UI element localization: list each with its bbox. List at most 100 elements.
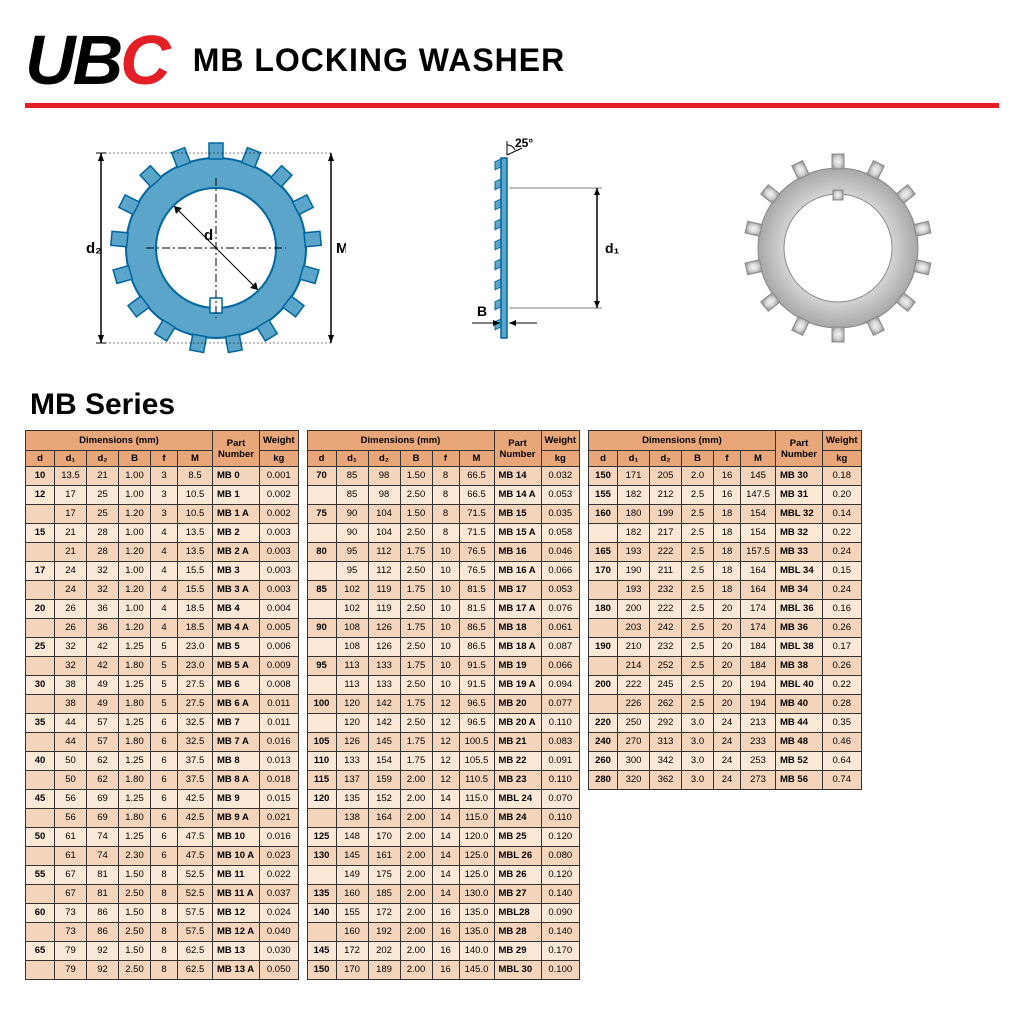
table-row: 951122.501076.5MB 16 A0.066 (307, 562, 580, 581)
table-row: 1601801992.518154MBL 320.14 (589, 505, 862, 524)
svg-text:25°: 25° (515, 136, 533, 150)
table-row: 2532421.25523.0MB 50.006 (26, 638, 299, 657)
col-d: d (26, 451, 55, 467)
table-row: 24321.20415.5MB 3 A0.003 (26, 581, 299, 600)
table-row: 1932322.518164MB 340.24 (589, 581, 862, 600)
table-row: 2402703133.024233MB 480.46 (589, 733, 862, 752)
table-row: 1551822122.516147.5MB 310.20 (589, 486, 862, 505)
table-row: 17251.20310.5MB 1 A0.002 (26, 505, 299, 524)
spec-table-3: Dimensions (mm) PartNumber Weight d d₁ d… (588, 430, 862, 790)
spec-table-1: Dimensions (mm) PartNumber Weight d d₁ d… (25, 430, 299, 980)
table-row: 73862.50857.5MB 12 A0.040 (26, 923, 299, 942)
col-dimensions: Dimensions (mm) (589, 431, 776, 451)
table-row: 50621.80637.5MB 8 A0.018 (26, 771, 299, 790)
table-row: 1491752.0014125.0MB 260.120 (307, 866, 580, 885)
washer-photo (738, 148, 938, 348)
col-weight: Weight (541, 431, 580, 451)
table-row: 1822172.518154MB 320.22 (589, 524, 862, 543)
table-row: 1131332.501091.5MB 19 A0.094 (307, 676, 580, 695)
svg-text:B: B (477, 303, 487, 319)
table-row: 4050621.25637.5MB 80.013 (26, 752, 299, 771)
table-row: 1101331541.7512105.5MB 220.091 (307, 752, 580, 771)
table-row: 1201422.501296.5MB 20 A0.110 (307, 714, 580, 733)
col-kg: kg (260, 451, 299, 467)
col-weight: Weight (823, 431, 862, 451)
table-row: 1021192.501081.5MB 17 A0.076 (307, 600, 580, 619)
svg-text:d: d (204, 227, 213, 244)
col-B: B (119, 451, 151, 467)
table-row: 75901041.50871.5MB 150.035 (307, 505, 580, 524)
table-row: 6579921.50862.5MB 130.030 (26, 942, 299, 961)
table-row: 3544571.25632.5MB 70.011 (26, 714, 299, 733)
table-row: 80951121.751076.5MB 160.046 (307, 543, 580, 562)
table-row: 21281.20413.5MB 2 A0.003 (26, 543, 299, 562)
table-row: 1401551722.0016135.0MBL280.090 (307, 904, 580, 923)
table-row: 85982.50866.5MB 14 A0.053 (307, 486, 580, 505)
col-d: d (589, 451, 618, 467)
table-row: 4556691.25642.5MB 90.015 (26, 790, 299, 809)
table-row: 1802002222.520174MBL 360.16 (589, 600, 862, 619)
table-row: 851021191.751081.5MB 170.053 (307, 581, 580, 600)
svg-text:M: M (336, 240, 346, 257)
table-row: 2202502923.024213MB 440.35 (589, 714, 862, 733)
col-dimensions: Dimensions (mm) (307, 431, 494, 451)
col-d1: d₁ (618, 451, 650, 467)
table-row: 2002222452.520194MBL 400.22 (589, 676, 862, 695)
red-divider (25, 103, 999, 108)
col-B: B (400, 451, 432, 467)
page-title: MB LOCKING WASHER (193, 42, 999, 79)
col-M: M (741, 451, 776, 467)
table-row: 1051261451.7512100.5MB 210.083 (307, 733, 580, 752)
spec-table-2: Dimensions (mm) PartNumber Weight d d₁ d… (307, 430, 581, 980)
table-row: 26361.20418.5MB 4 A0.005 (26, 619, 299, 638)
ubc-logo: UBC (25, 20, 168, 100)
table-row: 1902102322.520184MBL 380.17 (589, 638, 862, 657)
col-B: B (682, 451, 714, 467)
table-row: 1251481702.0014120.0MB 250.120 (307, 828, 580, 847)
side-view-diagram: 25° B d₁ (447, 133, 637, 363)
table-row: 1351601852.0014130.0MB 270.140 (307, 885, 580, 904)
diagram-row: d₂ M d 25° B d₁ (35, 133, 989, 363)
table-row: 1081262.501086.5MB 18 A0.087 (307, 638, 580, 657)
table-row: 1217251.00310.5MB 10.002 (26, 486, 299, 505)
table-row: 1201351522.0014115.0MBL 240.070 (307, 790, 580, 809)
table-row: 1001201421.751296.5MB 200.077 (307, 695, 580, 714)
table-row: 1601922.0016135.0MB 280.140 (307, 923, 580, 942)
col-kg: kg (541, 451, 580, 467)
table-row: 1651932222.518157.5MB 330.24 (589, 543, 862, 562)
table-row: 901042.50871.5MB 15 A0.058 (307, 524, 580, 543)
col-kg: kg (823, 451, 862, 467)
table-row: 6073861.50857.5MB 120.024 (26, 904, 299, 923)
table-row: 2032422.520174MB 360.26 (589, 619, 862, 638)
table-row: 32421.80523.0MB 5 A0.009 (26, 657, 299, 676)
tables-container: Dimensions (mm) PartNumber Weight d d₁ d… (25, 430, 999, 980)
col-d: d (307, 451, 336, 467)
col-d1: d₁ (55, 451, 87, 467)
col-part-number: PartNumber (213, 431, 260, 467)
table-row: 2603003423.024253MB 520.64 (589, 752, 862, 771)
col-f: f (151, 451, 178, 467)
svg-text:d₁: d₁ (605, 240, 620, 256)
col-d2: d₂ (650, 451, 682, 467)
table-row: 2803203623.024273MB 560.74 (589, 771, 862, 790)
table-row: 7085981.50866.5MB 140.032 (307, 467, 580, 486)
col-M: M (178, 451, 213, 467)
col-d2: d₂ (368, 451, 400, 467)
table-row: 1521281.00413.5MB 20.003 (26, 524, 299, 543)
table-row: 1724321.00415.5MB 30.003 (26, 562, 299, 581)
table-row: 951131331.751091.5MB 190.066 (307, 657, 580, 676)
table-row: 79922.50862.5MB 13 A0.050 (26, 961, 299, 980)
col-weight: Weight (260, 431, 299, 451)
table-row: 1013.5211.0038.5MB 00.001 (26, 467, 299, 486)
table-row: 1151371592.0012110.5MB 230.110 (307, 771, 580, 790)
header: UBC MB LOCKING WASHER (25, 20, 999, 100)
table-row: 1301451612.0014125.0MBL 260.080 (307, 847, 580, 866)
table-row: 38491.80527.5MB 6 A0.011 (26, 695, 299, 714)
table-row: 2142522.520184MB 380.26 (589, 657, 862, 676)
table-row: 2026361.00418.5MB 40.004 (26, 600, 299, 619)
col-dimensions: Dimensions (mm) (26, 431, 213, 451)
col-part-number: PartNumber (776, 431, 823, 467)
table-row: 1381642.0014115.0MB 240.110 (307, 809, 580, 828)
col-part-number: PartNumber (494, 431, 541, 467)
col-f: f (714, 451, 741, 467)
